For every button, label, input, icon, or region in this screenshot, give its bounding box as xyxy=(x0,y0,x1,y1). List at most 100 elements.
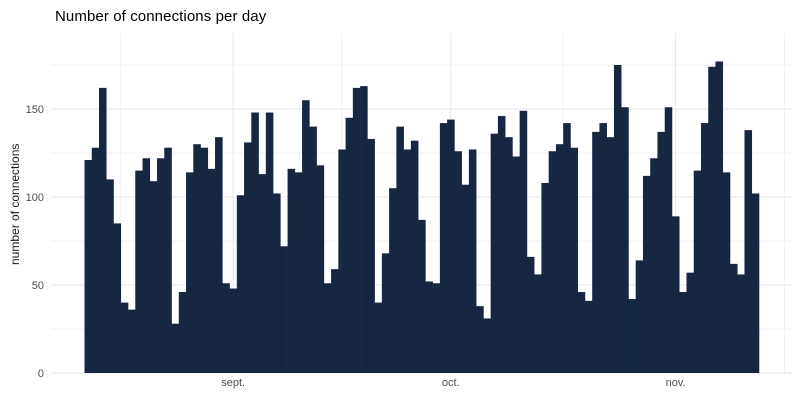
bar xyxy=(106,179,114,373)
bar xyxy=(621,107,629,374)
bar xyxy=(505,137,513,373)
bar xyxy=(381,253,390,373)
bar xyxy=(635,260,644,373)
bar xyxy=(302,100,310,373)
bar xyxy=(548,151,557,373)
bar xyxy=(541,182,549,373)
bar xyxy=(352,87,361,373)
bar xyxy=(84,160,93,373)
bar xyxy=(650,158,658,373)
bar xyxy=(534,274,542,373)
y-tick-label: 150 xyxy=(26,104,44,116)
bar xyxy=(193,144,201,373)
bar xyxy=(418,219,426,373)
bar xyxy=(186,172,194,373)
y-tick-label: 100 xyxy=(26,192,44,204)
bar xyxy=(200,147,209,373)
bar xyxy=(570,147,578,373)
bar xyxy=(273,193,281,373)
bar xyxy=(613,65,622,373)
bar xyxy=(294,172,303,373)
bar xyxy=(642,175,651,373)
bar xyxy=(149,181,158,373)
bar xyxy=(236,195,245,373)
bar xyxy=(461,184,470,373)
bar xyxy=(490,133,499,373)
y-tick-label: 0 xyxy=(38,368,44,380)
bar xyxy=(744,130,753,373)
bar xyxy=(367,138,375,373)
bar xyxy=(207,168,216,373)
bar xyxy=(396,126,404,373)
bar xyxy=(316,165,325,373)
bar xyxy=(142,158,151,373)
bar xyxy=(215,137,223,373)
bar xyxy=(244,142,252,373)
bar xyxy=(483,318,491,373)
bar xyxy=(497,116,506,373)
bar xyxy=(447,119,455,373)
bar xyxy=(432,283,441,373)
bar xyxy=(606,137,615,373)
bar xyxy=(599,123,607,373)
bar xyxy=(403,149,412,373)
bar xyxy=(700,123,709,373)
bar xyxy=(91,147,100,373)
bar xyxy=(287,168,296,373)
bar xyxy=(171,323,180,373)
bar xyxy=(280,246,288,373)
bar xyxy=(345,117,354,373)
y-tick-label: 50 xyxy=(32,280,44,292)
bar xyxy=(113,223,122,373)
bar xyxy=(512,156,520,373)
bar xyxy=(679,292,687,373)
bar xyxy=(389,188,397,373)
bar xyxy=(563,123,571,373)
bar xyxy=(331,269,339,373)
bar xyxy=(338,149,346,373)
bar xyxy=(178,292,187,373)
bar xyxy=(686,272,695,373)
bar xyxy=(164,147,172,373)
bar xyxy=(729,263,738,373)
x-tick-label: sept. xyxy=(221,377,245,389)
bar xyxy=(157,158,165,373)
bar xyxy=(751,193,760,373)
bar xyxy=(577,292,586,373)
bar xyxy=(323,283,332,373)
bar xyxy=(519,110,528,373)
bar xyxy=(360,86,368,374)
bar xyxy=(265,112,274,374)
bar xyxy=(708,66,716,373)
bar xyxy=(251,112,259,374)
x-tick-label: oct. xyxy=(442,377,460,389)
bar xyxy=(555,144,564,373)
bar xyxy=(722,172,731,373)
bar xyxy=(222,283,230,373)
bar xyxy=(454,151,462,373)
bar xyxy=(737,274,745,373)
bar xyxy=(468,149,477,373)
bar xyxy=(526,256,535,373)
bar xyxy=(229,288,238,373)
bar xyxy=(715,61,724,373)
bar xyxy=(309,126,317,373)
bar xyxy=(476,306,484,373)
bar xyxy=(374,302,383,373)
y-axis-title: number of connections xyxy=(8,143,22,265)
bar xyxy=(592,131,600,373)
bar xyxy=(693,170,702,373)
bar xyxy=(120,302,129,373)
bar xyxy=(439,123,448,373)
bar xyxy=(425,281,433,373)
bar xyxy=(99,87,107,373)
bar xyxy=(664,107,673,374)
bar xyxy=(628,299,636,373)
bar xyxy=(258,174,267,373)
chart-title: Number of connections per day xyxy=(55,8,267,25)
x-tick-label: nov. xyxy=(666,377,686,389)
bar xyxy=(410,140,419,373)
bar xyxy=(135,170,143,373)
